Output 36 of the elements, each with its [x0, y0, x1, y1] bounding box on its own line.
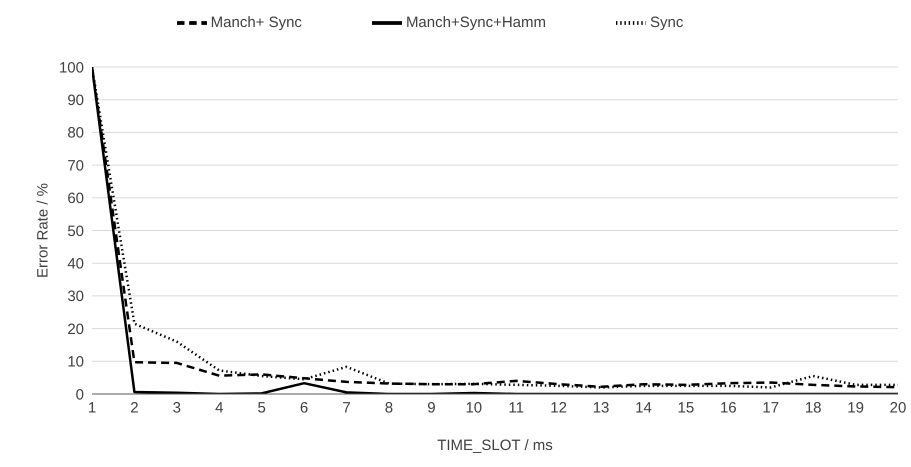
- y-axis-title: Error Rate / %: [34, 182, 52, 278]
- x-tick-label: 11: [508, 400, 524, 417]
- y-tick-label: 0: [76, 386, 84, 404]
- x-tick-label: 3: [172, 400, 182, 417]
- x-tick-label: 18: [804, 400, 822, 417]
- y-tick-label: 70: [67, 157, 84, 174]
- x-tick-label: 6: [300, 400, 308, 417]
- x-tick-label: 2: [130, 400, 139, 417]
- legend-label: Manch+Sync+Hamm: [406, 14, 546, 31]
- x-tick-label: 20: [890, 400, 906, 417]
- legend-label: Manch+ Sync: [210, 14, 302, 31]
- x-tick-label: 8: [384, 400, 394, 417]
- x-tick-label: 12: [550, 400, 567, 417]
- x-axis-title: TIME_SLOT / ms: [437, 437, 553, 454]
- y-tick-label: 20: [67, 320, 84, 338]
- y-tick-label: 90: [67, 92, 84, 110]
- x-tick-label: 5: [258, 400, 266, 417]
- y-tick-label: 80: [67, 124, 84, 142]
- x-tick-label: 15: [678, 400, 694, 417]
- x-tick-label: 7: [342, 400, 351, 417]
- x-tick-label: 10: [465, 400, 482, 417]
- x-tick-label: 17: [762, 400, 780, 417]
- y-tick-label: 100: [58, 59, 84, 76]
- x-tick-label: 14: [635, 400, 652, 417]
- x-tick-label: 4: [215, 400, 224, 417]
- y-tick-label: 10: [67, 354, 84, 371]
- x-tick-label: 9: [427, 400, 436, 417]
- y-tick-label: 40: [67, 256, 84, 273]
- legend-label: Sync: [650, 14, 684, 31]
- x-tick-label: 16: [720, 400, 737, 417]
- y-tick-label: 50: [67, 222, 84, 240]
- y-tick-label: 30: [67, 288, 84, 306]
- y-tick-label: 60: [67, 190, 84, 208]
- x-tick-label: 13: [592, 400, 610, 417]
- x-tick-label: 1: [88, 400, 96, 417]
- x-tick-label: 19: [847, 400, 864, 417]
